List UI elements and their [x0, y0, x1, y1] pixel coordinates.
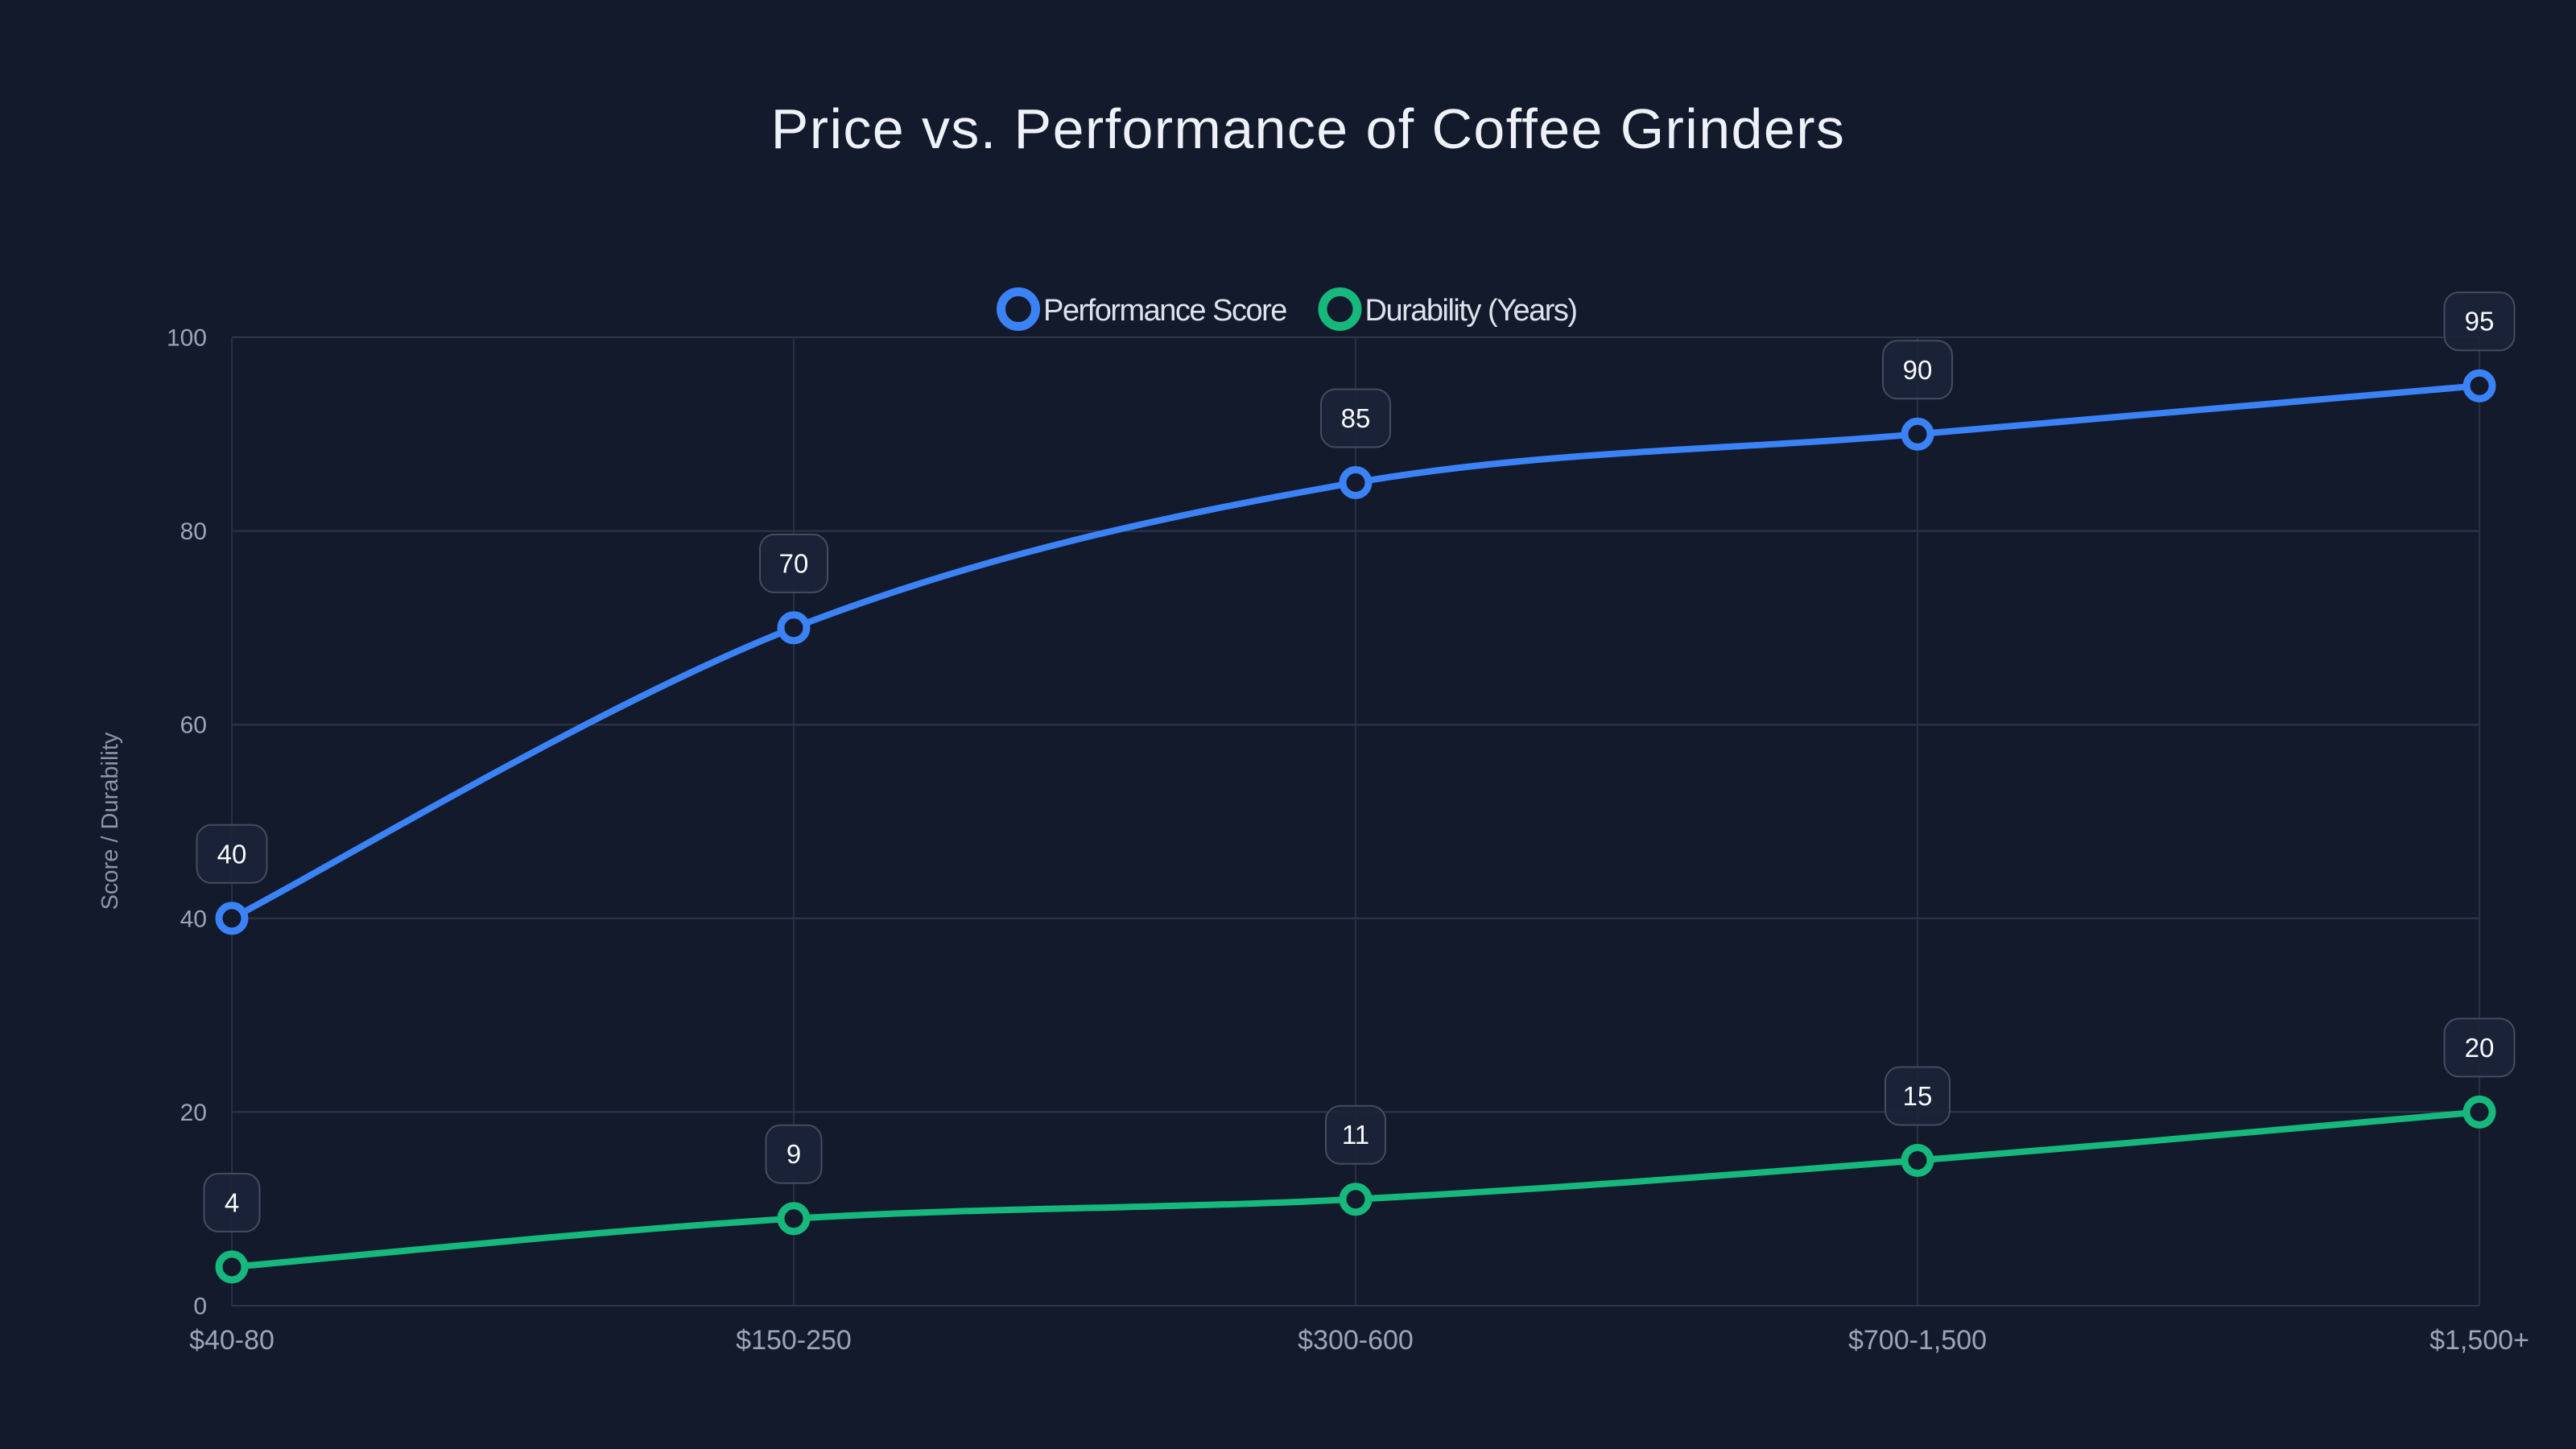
svg-text:15: 15 [1903, 1081, 1933, 1111]
svg-text:11: 11 [1342, 1120, 1369, 1150]
svg-text:$300-600: $300-600 [1298, 1325, 1414, 1356]
svg-text:20: 20 [2465, 1033, 2495, 1063]
svg-text:90: 90 [1903, 355, 1933, 385]
svg-text:$40-80: $40-80 [189, 1325, 275, 1356]
svg-text:$150-250: $150-250 [736, 1325, 852, 1356]
svg-text:95: 95 [2465, 307, 2495, 336]
svg-text:0: 0 [193, 1294, 207, 1320]
svg-text:20: 20 [180, 1100, 207, 1126]
svg-text:Performance Score: Performance Score [1043, 294, 1286, 328]
svg-text:9: 9 [786, 1139, 801, 1169]
svg-text:60: 60 [180, 712, 207, 739]
svg-text:Score / Durability: Score / Durability [97, 732, 123, 910]
svg-text:70: 70 [779, 548, 809, 578]
svg-text:40: 40 [180, 906, 207, 932]
svg-text:$700-1,500: $700-1,500 [1848, 1325, 1987, 1356]
svg-text:100: 100 [167, 325, 207, 352]
svg-text:85: 85 [1341, 403, 1371, 433]
svg-text:40: 40 [217, 839, 247, 869]
svg-text:4: 4 [225, 1187, 239, 1217]
svg-text:$1,500+: $1,500+ [2429, 1325, 2529, 1356]
svg-text:Price vs. Performance of Coffe: Price vs. Performance of Coffee Grinders [771, 97, 1846, 160]
svg-text:Durability (Years): Durability (Years) [1365, 294, 1577, 328]
svg-text:80: 80 [180, 518, 207, 545]
